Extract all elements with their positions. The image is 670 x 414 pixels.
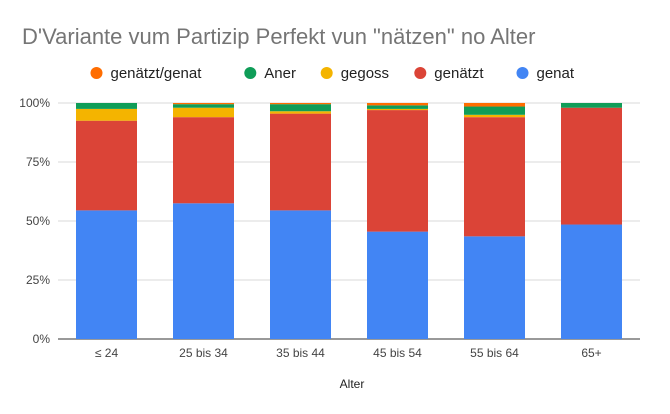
legend: genätzt/genat Aner gegoss genätzt genat	[90, 65, 575, 82]
x-tick-label: 25 bis 34	[179, 346, 228, 360]
bar-segment	[173, 103, 234, 105]
bar-segment	[464, 106, 525, 115]
bar-segment	[173, 203, 234, 339]
bar-segment	[367, 108, 428, 111]
legend-swatch	[414, 67, 427, 79]
bar-segment	[367, 105, 428, 109]
bar-segment	[270, 210, 331, 339]
bar-segment	[464, 103, 525, 107]
y-tick-label: 0%	[33, 332, 51, 346]
bar-segment	[173, 117, 234, 204]
bar-segment	[76, 120, 137, 211]
legend-swatch	[516, 67, 529, 79]
legend-item: Aner	[244, 65, 296, 82]
bar-segment	[367, 103, 428, 106]
x-tick-label: 35 bis 44	[276, 346, 325, 360]
x-axis-ticks: ≤ 24 25 bis 34 35 bis 44 45 bis 54 55 bis 64…	[95, 346, 602, 360]
bar-segment	[367, 231, 428, 339]
legend-item: genätzt/genat	[90, 65, 203, 82]
bar-segment	[464, 117, 525, 237]
x-tick-label: 55 bis 64	[470, 346, 519, 360]
x-axis-title: Alter	[340, 377, 365, 391]
legend-swatch	[244, 67, 257, 79]
y-tick-label: 75%	[26, 155, 50, 169]
bar-segment	[561, 224, 622, 339]
legend-label: Aner	[264, 65, 296, 82]
bar-segment	[270, 103, 331, 105]
bar-segment	[367, 110, 428, 232]
legend-item: genätzt	[414, 65, 484, 82]
bar-segment	[561, 107, 622, 225]
y-tick-label: 25%	[26, 273, 50, 287]
bars	[76, 103, 622, 339]
bar-segment	[76, 103, 137, 109]
legend-swatch	[90, 67, 103, 79]
bar-segment	[173, 104, 234, 108]
y-tick-label: 100%	[19, 96, 50, 110]
y-tick-label: 50%	[26, 214, 50, 228]
legend-label: gegoss	[341, 65, 389, 82]
x-tick-label: 65+	[581, 346, 601, 360]
bar-segment	[76, 108, 137, 121]
gridlines	[58, 102, 640, 340]
legend-label: genätzt/genat	[111, 65, 203, 82]
bar-segment	[270, 111, 331, 114]
y-axis-ticks: 0% 25% 50% 75% 100%	[19, 96, 50, 346]
x-tick-label: 45 bis 54	[373, 346, 422, 360]
chart-title: D'Variante vum Partizip Perfekt vun "nät…	[22, 24, 535, 49]
bar-segment	[173, 107, 234, 118]
legend-swatch	[320, 67, 333, 79]
legend-label: genätzt	[434, 65, 484, 82]
bar-segment	[270, 113, 331, 211]
legend-item: genat	[516, 65, 575, 82]
bar-segment	[561, 103, 622, 108]
bar-segment	[464, 236, 525, 339]
legend-item: gegoss	[320, 65, 389, 82]
x-tick-label: ≤ 24	[95, 346, 119, 360]
bar-segment	[464, 114, 525, 118]
legend-label: genat	[537, 65, 575, 82]
bar-segment	[76, 210, 137, 339]
bar-segment	[270, 104, 331, 112]
